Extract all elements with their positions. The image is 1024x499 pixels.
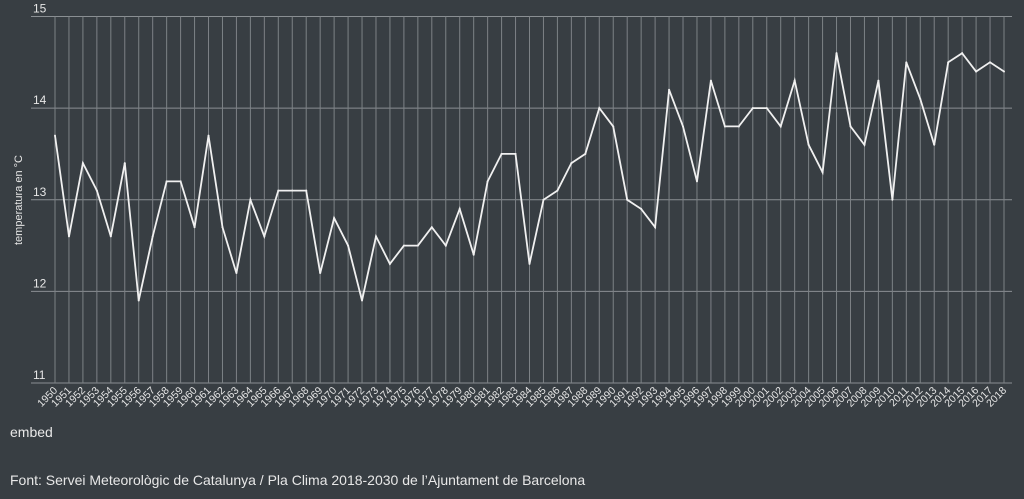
data-point-1972[interactable]	[361, 299, 364, 302]
data-point-1990[interactable]	[612, 125, 615, 128]
data-point-1959[interactable]	[179, 180, 182, 183]
y-tick-label: 12	[33, 276, 47, 290]
data-point-1991[interactable]	[626, 198, 629, 201]
grid	[31, 16, 1012, 384]
data-point-2012[interactable]	[919, 97, 922, 100]
data-point-1987[interactable]	[570, 162, 573, 165]
data-point-2001[interactable]	[765, 107, 768, 110]
data-point-2009[interactable]	[877, 79, 880, 82]
data-point-1989[interactable]	[598, 107, 601, 110]
data-point-1975[interactable]	[402, 244, 405, 247]
data-point-1977[interactable]	[430, 226, 433, 229]
data-point-1953[interactable]	[95, 189, 98, 192]
data-point-1951[interactable]	[67, 235, 70, 238]
data-point-1971[interactable]	[347, 244, 350, 247]
data-point-2004[interactable]	[807, 143, 810, 146]
data-point-1963[interactable]	[235, 272, 238, 275]
x-axis: 1950195119521953195419551956195719581959…	[35, 385, 1009, 410]
data-point-1957[interactable]	[151, 235, 154, 238]
y-tick-label: 14	[33, 93, 47, 107]
data-point-1960[interactable]	[193, 226, 196, 229]
data-point-1956[interactable]	[137, 299, 140, 302]
data-point-1954[interactable]	[109, 235, 112, 238]
data-point-2017[interactable]	[989, 61, 992, 64]
data-point-1988[interactable]	[584, 152, 587, 155]
data-point-1965[interactable]	[263, 235, 266, 238]
data-point-2010[interactable]	[891, 198, 894, 201]
data-point-1978[interactable]	[444, 244, 447, 247]
data-point-2013[interactable]	[933, 143, 936, 146]
data-point-1962[interactable]	[221, 226, 224, 229]
data-points	[54, 52, 1005, 302]
data-point-2007[interactable]	[849, 125, 852, 128]
data-point-1997[interactable]	[709, 79, 712, 82]
data-point-1993[interactable]	[654, 226, 657, 229]
data-point-1961[interactable]	[207, 134, 210, 137]
data-point-2011[interactable]	[905, 61, 908, 64]
data-point-1968[interactable]	[305, 189, 308, 192]
data-point-1973[interactable]	[374, 235, 377, 238]
data-point-1976[interactable]	[416, 244, 419, 247]
data-point-2014[interactable]	[947, 61, 950, 64]
data-point-1981[interactable]	[486, 180, 489, 183]
data-point-1950[interactable]	[54, 134, 56, 137]
data-point-1974[interactable]	[388, 262, 391, 265]
data-point-1995[interactable]	[682, 125, 685, 128]
y-tick-label: 13	[33, 185, 47, 199]
data-point-1969[interactable]	[319, 272, 322, 275]
source-note: Font: Servei Meteorològic de Catalunya /…	[10, 472, 586, 488]
data-point-1979[interactable]	[458, 207, 461, 210]
data-point-2016[interactable]	[975, 70, 978, 73]
data-point-1952[interactable]	[81, 162, 84, 165]
data-point-1964[interactable]	[249, 198, 252, 201]
data-point-1984[interactable]	[528, 262, 531, 265]
y-axis-label: temperatura en °C	[13, 155, 25, 245]
data-point-2000[interactable]	[751, 107, 754, 110]
data-point-1986[interactable]	[556, 189, 559, 192]
data-point-1980[interactable]	[472, 253, 475, 256]
data-point-1992[interactable]	[640, 207, 643, 210]
data-point-1998[interactable]	[723, 125, 726, 128]
y-axis: 11 12 13 14 15	[33, 2, 47, 383]
data-point-1982[interactable]	[500, 152, 503, 155]
data-point-1985[interactable]	[542, 198, 545, 201]
y-tick-label: 15	[33, 2, 47, 16]
data-point-1966[interactable]	[277, 189, 280, 192]
data-point-2008[interactable]	[863, 143, 866, 146]
line-chart: 11 12 13 14 15 19501951195219531954195519561…	[13, 2, 1012, 410]
data-point-1970[interactable]	[333, 217, 336, 220]
data-point-2002[interactable]	[779, 125, 782, 128]
data-point-1967[interactable]	[291, 189, 294, 192]
data-point-2005[interactable]	[821, 171, 824, 174]
data-point-1955[interactable]	[123, 162, 126, 165]
data-point-2006[interactable]	[835, 52, 838, 55]
data-point-1999[interactable]	[737, 125, 740, 128]
data-point-1996[interactable]	[695, 180, 698, 183]
data-point-2015[interactable]	[961, 52, 964, 55]
data-point-2003[interactable]	[793, 79, 796, 82]
data-point-2018[interactable]	[1003, 70, 1005, 73]
data-point-1994[interactable]	[668, 88, 671, 91]
data-point-1983[interactable]	[514, 152, 517, 155]
embed-link[interactable]: embed	[10, 424, 53, 440]
y-tick-label: 11	[33, 368, 46, 382]
data-point-1958[interactable]	[165, 180, 168, 183]
